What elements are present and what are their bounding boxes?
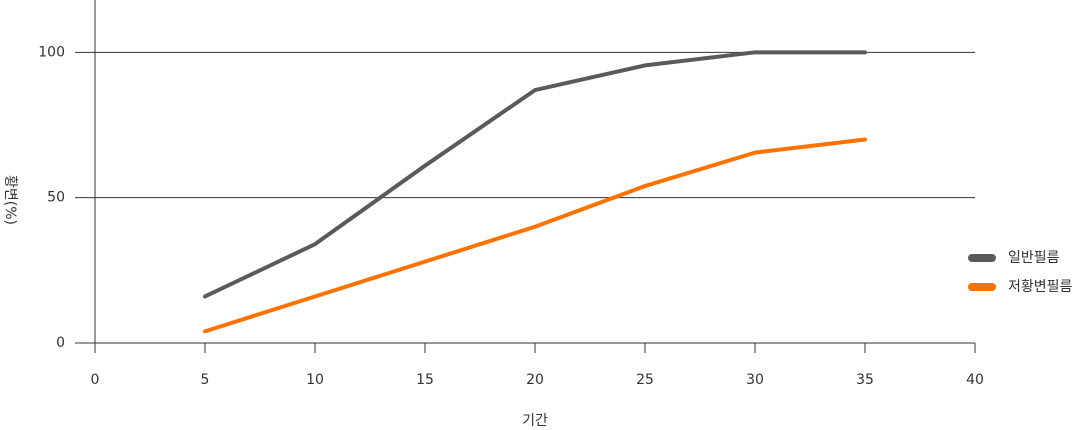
x-tick-label: 25: [636, 372, 654, 388]
y-axis-label: 황변(%): [2, 175, 18, 225]
x-tick-label: 15: [416, 372, 434, 388]
x-tick-label: 10: [306, 372, 324, 388]
x-tick-label: 0: [91, 372, 100, 388]
y-tick-label: 100: [38, 44, 65, 60]
y-tick-label: 50: [47, 190, 65, 206]
series-line: [203, 137, 867, 334]
legend-label: 일반필름: [1008, 250, 1060, 266]
x-tick-label: 5: [201, 372, 210, 388]
x-axis-label: 기간: [522, 413, 548, 429]
x-tick-label: 30: [746, 372, 764, 388]
y-tick-label: 0: [56, 335, 65, 351]
series-line: [203, 50, 867, 299]
x-tick-label: 35: [856, 372, 874, 388]
x-tick-label: 20: [526, 372, 544, 388]
x-tick-label: 40: [966, 372, 984, 388]
legend-label: 저황변필름: [1008, 279, 1073, 295]
